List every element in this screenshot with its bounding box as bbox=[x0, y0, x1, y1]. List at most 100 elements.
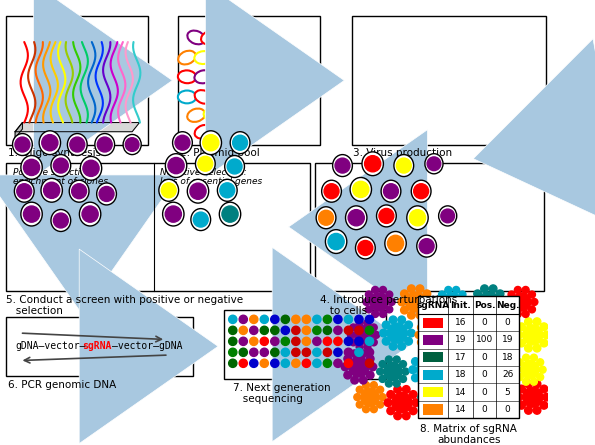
Circle shape bbox=[387, 407, 394, 415]
Circle shape bbox=[402, 412, 410, 420]
Circle shape bbox=[364, 320, 371, 326]
Bar bbox=[6, 316, 193, 376]
Circle shape bbox=[335, 158, 350, 173]
Circle shape bbox=[415, 332, 422, 338]
Circle shape bbox=[493, 318, 499, 324]
Circle shape bbox=[402, 368, 409, 375]
Circle shape bbox=[539, 366, 546, 373]
Circle shape bbox=[324, 184, 339, 198]
Circle shape bbox=[474, 339, 481, 347]
Bar bbox=[423, 387, 443, 397]
Circle shape bbox=[351, 350, 359, 357]
Circle shape bbox=[398, 316, 405, 324]
Circle shape bbox=[365, 291, 372, 298]
Circle shape bbox=[370, 339, 377, 346]
Circle shape bbox=[533, 318, 541, 326]
Circle shape bbox=[514, 287, 521, 293]
Circle shape bbox=[355, 326, 372, 344]
Circle shape bbox=[355, 326, 363, 335]
Text: 0: 0 bbox=[505, 405, 511, 414]
Circle shape bbox=[292, 326, 300, 335]
Circle shape bbox=[70, 137, 84, 152]
Ellipse shape bbox=[187, 31, 205, 44]
Ellipse shape bbox=[346, 206, 367, 230]
Ellipse shape bbox=[165, 154, 187, 178]
Circle shape bbox=[350, 324, 357, 331]
Circle shape bbox=[493, 385, 500, 392]
Ellipse shape bbox=[411, 180, 431, 202]
Circle shape bbox=[54, 158, 68, 173]
Circle shape bbox=[487, 405, 494, 412]
Circle shape bbox=[260, 337, 268, 345]
Circle shape bbox=[484, 397, 491, 405]
Circle shape bbox=[487, 390, 494, 397]
Circle shape bbox=[440, 332, 447, 338]
Circle shape bbox=[458, 344, 465, 352]
Circle shape bbox=[379, 376, 386, 382]
Bar bbox=[352, 16, 546, 145]
Circle shape bbox=[530, 378, 537, 385]
Circle shape bbox=[323, 359, 331, 368]
Circle shape bbox=[400, 306, 408, 314]
Circle shape bbox=[351, 376, 359, 384]
Circle shape bbox=[533, 344, 541, 352]
Circle shape bbox=[408, 312, 415, 319]
Circle shape bbox=[393, 380, 400, 387]
Circle shape bbox=[420, 386, 427, 393]
Circle shape bbox=[436, 299, 443, 305]
Circle shape bbox=[469, 358, 477, 365]
Ellipse shape bbox=[203, 109, 222, 122]
Ellipse shape bbox=[195, 51, 212, 64]
Text: Neg.: Neg. bbox=[496, 301, 519, 310]
Circle shape bbox=[334, 359, 342, 368]
Ellipse shape bbox=[51, 154, 71, 177]
Circle shape bbox=[23, 206, 40, 222]
Circle shape bbox=[461, 299, 468, 305]
Circle shape bbox=[359, 376, 367, 384]
Circle shape bbox=[384, 362, 402, 380]
Text: 19: 19 bbox=[502, 336, 513, 344]
Circle shape bbox=[345, 359, 353, 368]
Circle shape bbox=[483, 371, 490, 378]
Text: 5: 5 bbox=[505, 388, 511, 396]
Circle shape bbox=[356, 320, 363, 326]
Circle shape bbox=[441, 386, 447, 393]
Circle shape bbox=[501, 409, 508, 417]
Ellipse shape bbox=[362, 152, 383, 176]
Circle shape bbox=[239, 359, 248, 368]
Circle shape bbox=[323, 348, 331, 356]
Circle shape bbox=[302, 326, 311, 335]
Ellipse shape bbox=[226, 90, 244, 103]
Circle shape bbox=[250, 359, 258, 368]
Circle shape bbox=[356, 401, 363, 408]
Ellipse shape bbox=[51, 210, 71, 231]
Circle shape bbox=[522, 325, 543, 345]
Circle shape bbox=[402, 386, 410, 393]
Circle shape bbox=[359, 350, 367, 357]
Circle shape bbox=[344, 371, 352, 379]
Ellipse shape bbox=[173, 132, 192, 154]
Circle shape bbox=[528, 306, 536, 313]
Text: 0: 0 bbox=[482, 353, 487, 362]
Circle shape bbox=[362, 406, 369, 413]
Circle shape bbox=[83, 160, 99, 176]
Circle shape bbox=[323, 326, 331, 335]
Circle shape bbox=[347, 332, 355, 338]
Bar bbox=[423, 335, 443, 345]
Circle shape bbox=[462, 352, 469, 360]
Circle shape bbox=[345, 326, 353, 335]
Bar bbox=[423, 318, 443, 328]
Text: 5. Conduct a screen with positive or negative
   selection: 5. Conduct a screen with positive or neg… bbox=[6, 295, 243, 316]
Circle shape bbox=[355, 359, 363, 368]
Circle shape bbox=[496, 290, 504, 298]
Circle shape bbox=[396, 158, 411, 173]
Text: loss of essential genes: loss of essential genes bbox=[159, 178, 262, 186]
Ellipse shape bbox=[187, 109, 205, 122]
Circle shape bbox=[71, 184, 87, 198]
Circle shape bbox=[522, 378, 530, 385]
Circle shape bbox=[398, 343, 405, 350]
Ellipse shape bbox=[69, 180, 89, 202]
Circle shape bbox=[228, 315, 237, 324]
Circle shape bbox=[418, 339, 424, 346]
Circle shape bbox=[426, 298, 433, 306]
